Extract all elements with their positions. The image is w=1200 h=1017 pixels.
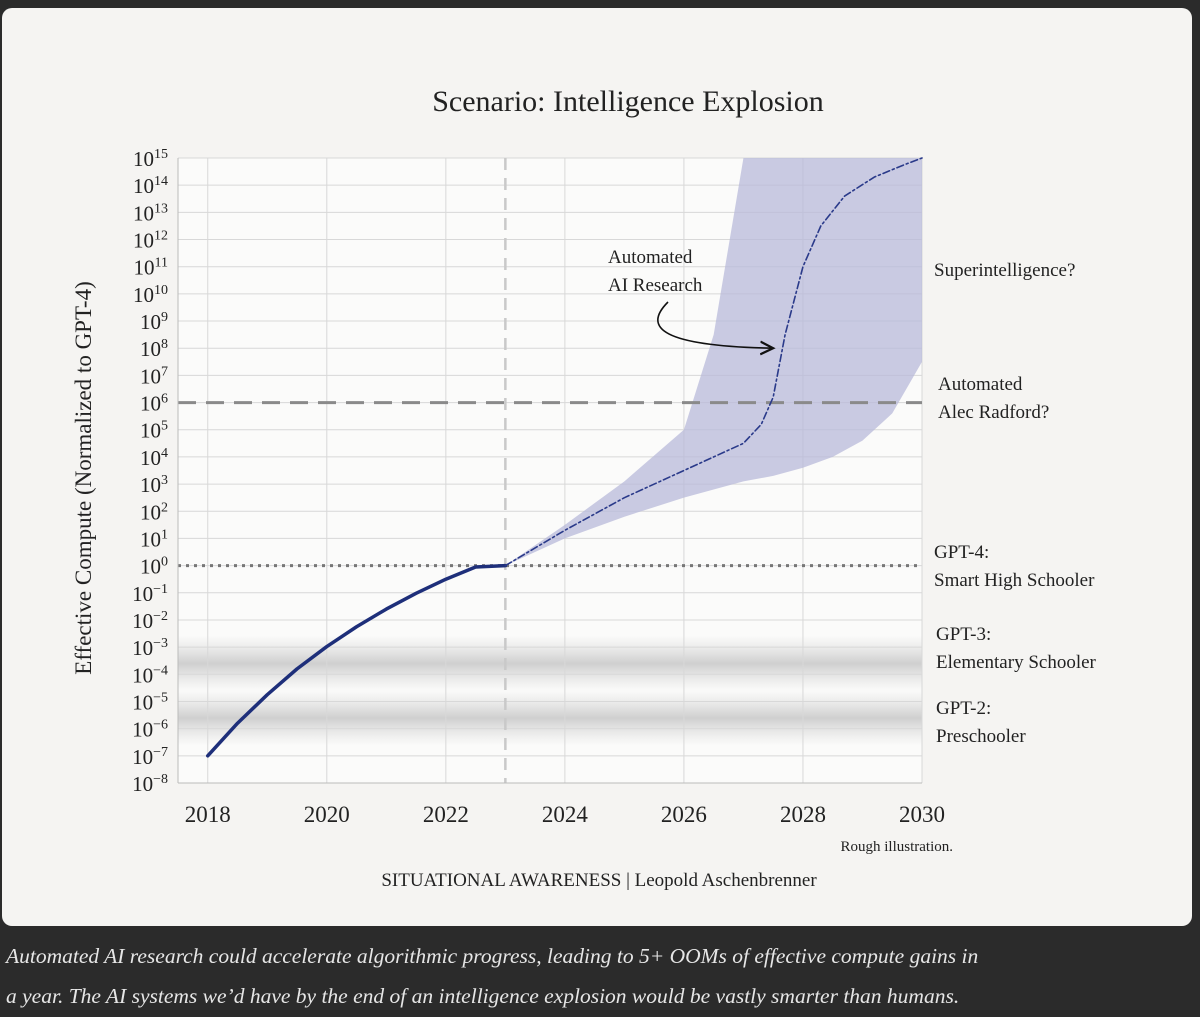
shaded-band-2 <box>178 689 922 746</box>
y-tick-label: 1012 <box>133 229 168 253</box>
y-tick-label: 101 <box>140 527 168 551</box>
label-gpt2: GPT-2: Preschooler <box>936 698 1026 747</box>
y-axis-label: Effective Compute (Normalized to GPT-4) <box>71 281 96 674</box>
uncertainty-band <box>505 158 922 566</box>
y-tick-label: 10−4 <box>132 663 168 687</box>
caption: Automated AI research could accelerate a… <box>6 936 1194 1016</box>
y-tick-label: 106 <box>140 392 168 416</box>
y-tick-label: 10−5 <box>132 690 168 714</box>
x-tick-label: 2026 <box>661 802 707 827</box>
y-tick-label: 10−7 <box>132 745 168 769</box>
y-tick-label: 109 <box>140 310 168 334</box>
y-tick-label: 103 <box>140 473 168 497</box>
y-tick-label: 10−6 <box>132 718 168 742</box>
shaded-band-1 <box>178 635 922 692</box>
y-tick-label: 105 <box>140 419 168 443</box>
y-tick-label: 10−1 <box>132 582 168 606</box>
x-tick-label: 2018 <box>185 802 231 827</box>
caption-line-1: Automated AI research could accelerate a… <box>6 944 979 968</box>
y-tick-label: 102 <box>140 500 168 524</box>
y-tick-label: 100 <box>140 555 168 579</box>
annotation-arrow <box>657 301 773 348</box>
chart-title: Scenario: Intelligence Explosion <box>432 85 824 118</box>
label-gpt3: GPT-3: Elementary Schooler <box>936 624 1097 673</box>
chart-panel: Scenario: Intelligence Explosion 1015 1014… <box>2 8 1192 926</box>
x-tick-label: 2020 <box>304 802 350 827</box>
y-tick-label: 10−3 <box>132 636 168 660</box>
y-tick-label: 10−8 <box>132 772 168 796</box>
caption-line-2: a year. The AI systems we’d have by the … <box>6 984 960 1008</box>
y-tick-label: 1010 <box>133 283 168 307</box>
label-gpt4: GPT-4: Smart High Schooler <box>934 542 1095 591</box>
y-tick-label: 1015 <box>133 147 168 171</box>
y-tick-label: 1011 <box>134 256 168 280</box>
y-tick-label: 107 <box>140 364 168 388</box>
label-automated-ai-research: Automated AI Research <box>608 247 703 296</box>
chart-footer: SITUATIONAL AWARENESS | Leopold Aschenbr… <box>381 870 817 891</box>
x-tick-label: 2022 <box>423 802 469 827</box>
x-tick-label: 2030 <box>899 802 945 827</box>
label-superintelligence: Superintelligence? <box>934 260 1075 281</box>
y-tick-label: 104 <box>140 446 168 470</box>
series-line-1 <box>206 563 508 758</box>
y-tick-label: 108 <box>140 337 168 361</box>
y-tick-label: 10−2 <box>132 609 168 633</box>
chart: Scenario: Intelligence Explosion 1015 1014… <box>71 85 1097 891</box>
y-tick-label: 1014 <box>133 174 168 198</box>
x-tick-label: 2028 <box>780 802 826 827</box>
rough-illustration-note: Rough illustration. <box>841 839 954 855</box>
x-tick-label: 2024 <box>542 802 589 827</box>
y-tick-label: 1013 <box>133 201 168 225</box>
label-automated-alec-radford: Automated Alec Radford? <box>938 374 1049 423</box>
